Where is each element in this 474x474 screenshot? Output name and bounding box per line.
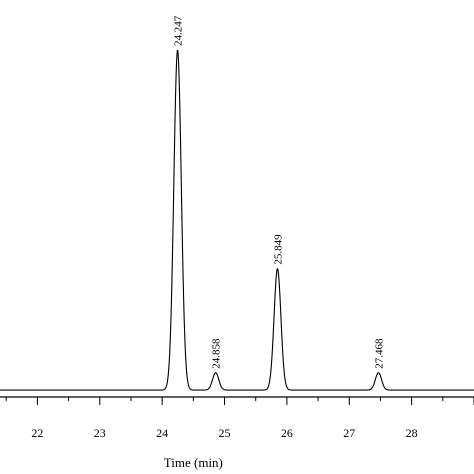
x-tick-label: 28 (406, 426, 418, 440)
x-axis: 22 23 24 25 26 27 28 (0, 396, 474, 440)
x-tick-label: 26 (281, 426, 293, 440)
peak-label: 27.468 (373, 338, 385, 369)
x-tick-label: 27 (343, 426, 355, 440)
chromatogram-trace (0, 49, 474, 391)
x-tick-label: 24 (156, 426, 168, 440)
peak-label: 24.858 (211, 338, 223, 369)
x-tick-label: 23 (94, 426, 106, 440)
peak-labels: 24.247 24.858 25.849 27.468 (173, 15, 386, 368)
x-tick-label: 25 (219, 426, 231, 440)
x-tick-label: 22 (31, 426, 43, 440)
peak-label: 25.849 (272, 234, 284, 265)
peak-label: 24.247 (173, 15, 185, 46)
x-axis-title: Time (min) (164, 455, 223, 470)
